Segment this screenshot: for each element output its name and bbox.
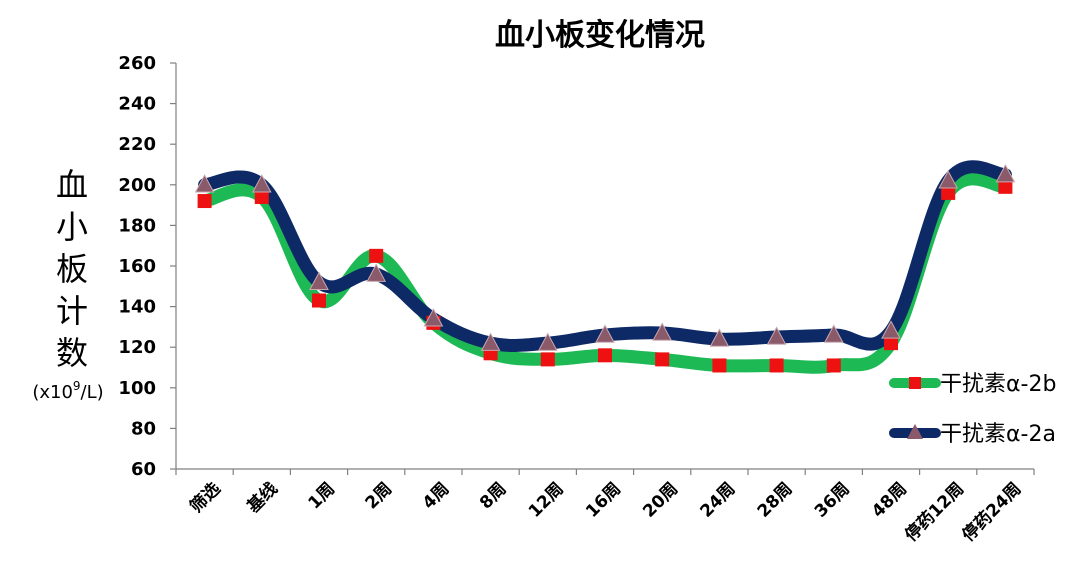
x-tick-label: 4周: [419, 479, 454, 514]
data-point-triangle: [938, 170, 959, 189]
data-point-triangle: [194, 174, 215, 193]
data-point-square: [369, 248, 384, 263]
y-tick-label: 240: [118, 94, 156, 115]
data-point-square: [312, 293, 326, 308]
y-tick-label: 160: [118, 256, 156, 277]
x-tick-label: 基线: [242, 478, 282, 518]
data-point-triangle: [881, 320, 901, 339]
data-point-triangle: [309, 271, 329, 290]
y-unit-prefix: (x10: [32, 382, 73, 403]
legend-marker-triangle: [907, 424, 923, 439]
y-axis-label-char: 板: [56, 250, 88, 288]
x-tick-label: 12周: [525, 479, 568, 522]
y-axis-label-char: 血: [56, 166, 88, 204]
y-ticks: 60 80 100 120 140 160 180 200 220 240 260: [118, 53, 176, 480]
y-axis-label-char: 数: [56, 334, 88, 372]
data-point-square: [998, 179, 1013, 194]
x-tick-label: 1周: [304, 479, 339, 514]
data-point-square: [540, 352, 555, 367]
chart-title: 血小板变化情况: [495, 18, 705, 53]
x-tick-label: 24周: [697, 479, 740, 522]
x-tick-label: 停药24周: [958, 478, 1026, 546]
series-markers: [194, 163, 1016, 373]
data-point-square: [769, 358, 784, 373]
legend: 干扰素α-2b 干扰素α-2a: [889, 372, 1056, 447]
y-unit-suffix: /L): [81, 382, 104, 403]
data-point-square: [712, 358, 727, 373]
y-tick-label: 200: [118, 175, 156, 196]
series-line-1: [198, 160, 1012, 352]
legend-marker-square: [909, 377, 921, 389]
data-point-square: [826, 358, 841, 373]
data-point-triangle: [366, 263, 387, 282]
data-point-triangle: [423, 308, 444, 327]
x-tick-label: 16周: [582, 479, 625, 522]
y-tick-label: 60: [131, 459, 156, 480]
data-point-square: [197, 194, 212, 209]
x-tick-label: 20周: [639, 479, 682, 522]
data-point-triangle: [595, 324, 615, 343]
x-tick-label: 2周: [362, 479, 397, 514]
x-ticks: 筛选 基线 1周 2周 4周 8周 12周 16周 20周 24周 28周 36周 48周停药12周停药…: [175, 469, 1035, 546]
y-tick-label: 100: [118, 378, 156, 399]
data-point-square: [598, 348, 612, 363]
data-point-square: [655, 352, 670, 367]
y-axis-label-char: 计: [56, 292, 88, 330]
data-point-triangle: [652, 322, 673, 341]
y-axis-unit: (x109/L): [32, 379, 103, 403]
y-unit-superscript: 9: [73, 379, 81, 393]
x-tick-label: 停药12周: [901, 478, 969, 546]
data-point-triangle: [823, 324, 844, 343]
data-point-triangle: [251, 174, 272, 193]
data-point-triangle: [480, 332, 501, 351]
x-tick-label: 8周: [476, 479, 511, 514]
y-tick-label: 220: [118, 134, 156, 155]
y-tick-label: 80: [131, 418, 156, 439]
legend-label: 干扰素α-2b: [940, 372, 1056, 397]
legend-label: 干扰素α-2a: [940, 422, 1056, 447]
data-point-triangle: [766, 326, 787, 345]
data-point-square: [254, 189, 269, 204]
y-tick-label: 260: [118, 53, 156, 74]
y-tick-label: 180: [118, 215, 156, 236]
data-point-triangle: [537, 332, 558, 351]
x-tick-label: 48周: [868, 479, 911, 522]
data-point-square: [884, 336, 898, 351]
x-tick-label: 36周: [811, 479, 854, 522]
x-tick-label: 筛选: [186, 478, 225, 517]
data-point-triangle: [995, 163, 1016, 183]
data-point-triangle: [709, 328, 730, 347]
y-tick-label: 120: [118, 337, 156, 358]
y-axis-label-char: 小: [56, 208, 88, 246]
x-tick-label: 28周: [754, 479, 797, 522]
y-tick-label: 140: [118, 297, 156, 318]
data-point-square: [941, 185, 956, 200]
